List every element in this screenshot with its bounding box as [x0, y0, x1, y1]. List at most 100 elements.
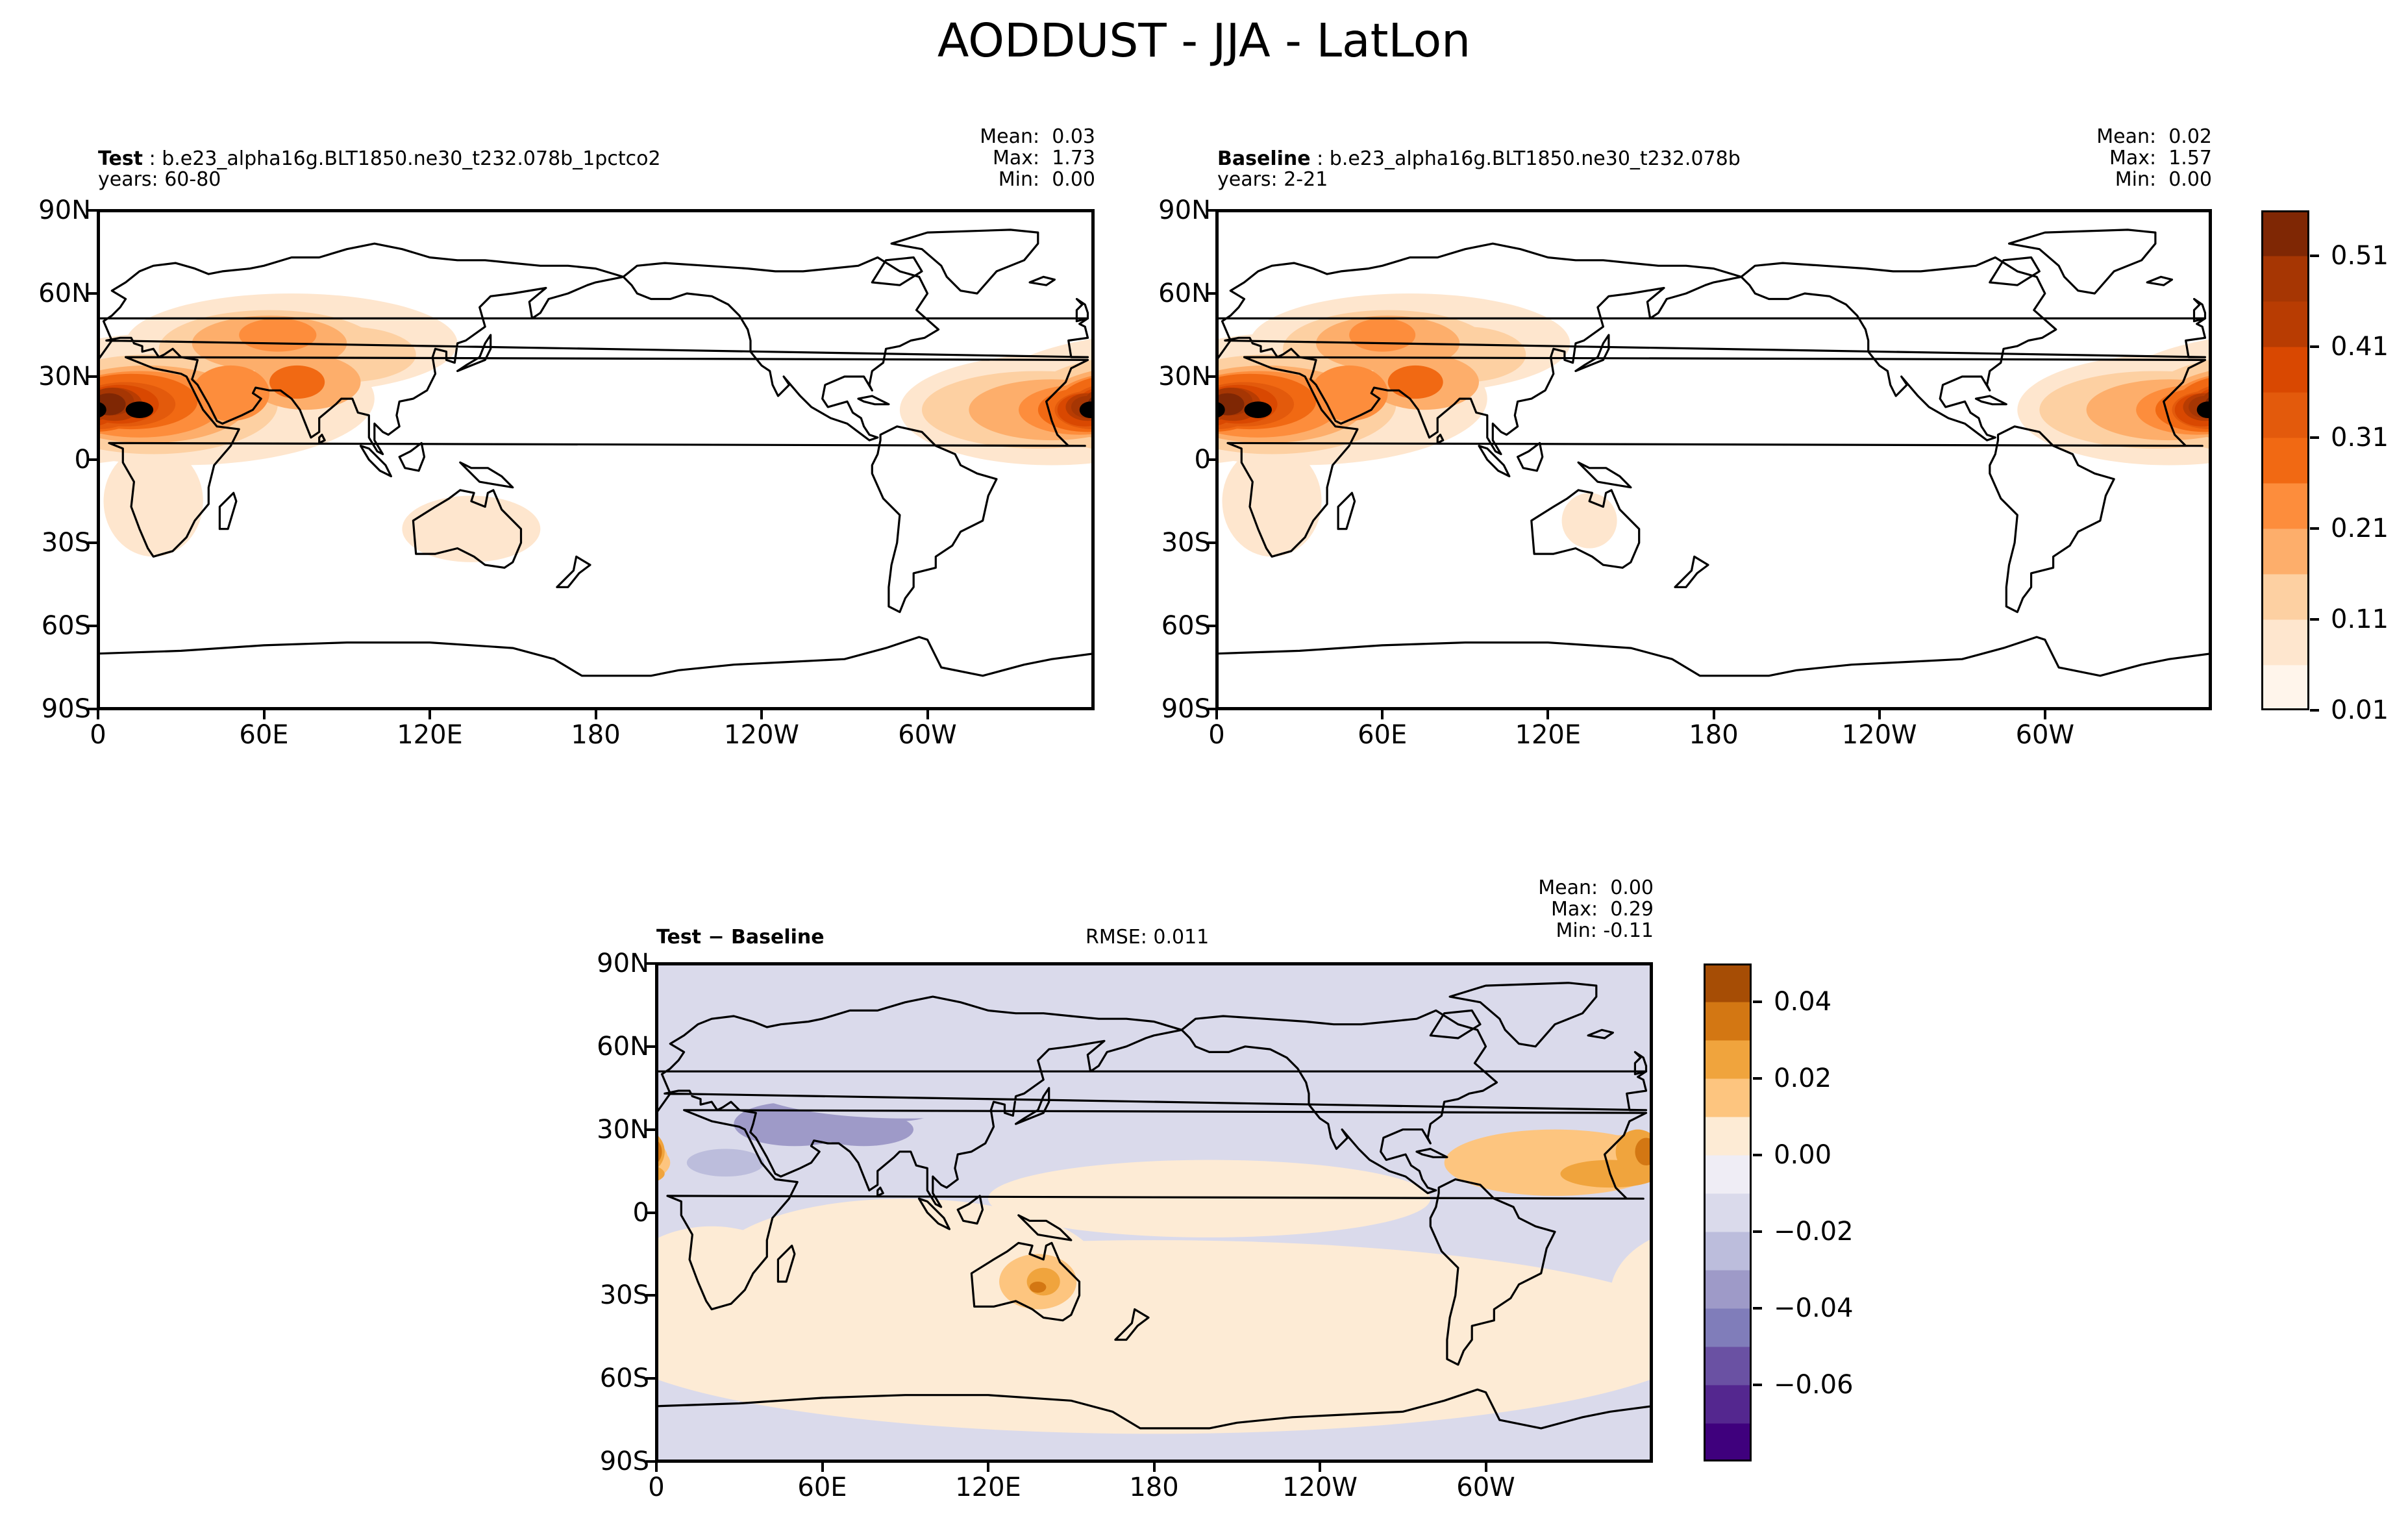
baseline-lon-axis-tick: 180 [1689, 720, 1739, 750]
colorbar-main-swatch-8 [2261, 301, 2309, 347]
coastline-antarctica [656, 1388, 1652, 1461]
baseline-lat-axis-tick: 90S [1161, 694, 1211, 724]
baseline-lat-axis-tick: 90N [1158, 195, 1211, 225]
colorbar-main-swatch-1 [2261, 619, 2309, 665]
coastline-sumatra [1478, 445, 1511, 478]
diff-lat-axis-tick: 90N [597, 949, 649, 978]
baseline-lat-axis-tick-mark [1208, 625, 1217, 627]
coastline-sri-lanka [1436, 434, 1445, 444]
diff-lon-axis-tick: 180 [1129, 1473, 1179, 1502]
diff-lon-axis-tick-mark [821, 1463, 824, 1472]
coastline-north-america [1180, 1009, 1498, 1195]
colorbar-diff-swatch-5 [1704, 1232, 1752, 1271]
colorbar-diff-swatch-3 [1704, 1308, 1752, 1347]
colorbar-diff-tick-label: 0.00 [1774, 1140, 1832, 1170]
colorbar-diff-swatch-2 [1704, 1347, 1752, 1386]
coastline-cuba [1974, 395, 2007, 406]
colorbar-diff-tick-mark [1753, 1077, 1762, 1080]
coastline-borneo [1517, 441, 1544, 472]
contour-fill-2-25 [1026, 1267, 1060, 1296]
colorbar-diff-swatch-7 [1704, 1155, 1752, 1194]
colorbar-diff-tick-mark [1753, 1307, 1762, 1310]
test-lon-axis-tick-mark [926, 710, 929, 719]
baseline-lat-axis-tick: 0 [1194, 445, 1211, 475]
coastline-australia [1530, 489, 1641, 569]
coastline-iceland [1587, 1028, 1615, 1039]
colorbar-diff [1704, 963, 1752, 1461]
diff-lon-axis-tick: 0 [648, 1473, 665, 1502]
test-lat-axis-tick: 90S [41, 694, 91, 724]
diff-lat-axis-tick-mark [646, 1377, 655, 1380]
coastline-baffin-island [1989, 256, 2041, 286]
colorbar-main-tick-mark [2310, 345, 2319, 348]
coastline-africa [108, 356, 1089, 558]
baseline-lon-axis-tick-mark [1215, 710, 1218, 719]
baseline-lon-axis-tick-mark [1381, 710, 1384, 719]
colorbar-diff-tick-label: −0.02 [1774, 1217, 1854, 1247]
coastline-africa [666, 1109, 1648, 1311]
contour-fill-2-26 [1635, 1137, 1652, 1166]
test-lon-axis-tick: 120E [397, 720, 463, 750]
contour-fill-1-15 [1310, 365, 1388, 421]
figure-title: AODDUST - JJA - LatLon [937, 14, 1471, 68]
colorbar-main-tick-label: 0.41 [2331, 332, 2389, 362]
coastline-great-britain [2192, 297, 2207, 323]
coastline-eurasia [1217, 242, 2207, 456]
colorbar-main-tick-mark [2310, 709, 2319, 712]
test-lon-axis-tick-mark [760, 710, 763, 719]
contour-fill-2-14 [739, 1041, 1071, 1119]
diff-lat-axis-tick: 0 [632, 1197, 649, 1228]
baseline-lon-axis-tick-mark [1546, 710, 1550, 719]
diff-map [656, 963, 1652, 1461]
baseline-max: Max: 1.57 [2109, 147, 2212, 169]
colorbar-main-tick-label: 0.21 [2331, 514, 2389, 543]
diff-lat-axis-tick-mark [646, 1294, 655, 1297]
test-lat-axis-tick-mark [88, 292, 97, 295]
diff-lon-axis-tick-mark [1319, 1463, 1321, 1472]
diff-max: Max: 0.29 [1551, 898, 1654, 921]
coastline-borneo [398, 441, 426, 472]
coastline-great-britain [1633, 1050, 1648, 1075]
baseline-lat-axis-tick-mark [1208, 209, 1217, 212]
coastline-new-guinea [459, 461, 514, 489]
coastline-eurasia [98, 242, 1089, 456]
colorbar-diff-tick-mark [1753, 1001, 1762, 1003]
coastline-new-guinea [1577, 461, 1632, 489]
test-max: Max: 1.73 [993, 147, 1095, 169]
baseline-lat-axis-tick-mark [1208, 708, 1217, 710]
baseline-lat-axis-tick: 60N [1158, 279, 1211, 308]
diff-lon-axis-tick: 60E [797, 1473, 847, 1502]
diff-lat-axis-tick: 90S [599, 1447, 649, 1476]
coastline-south-america [1429, 1178, 1556, 1366]
coastline-japan [1574, 334, 1610, 373]
colorbar-diff-swatch-9 [1704, 1078, 1752, 1117]
coastline-south-america [1989, 425, 2115, 614]
coastline-cuba [1415, 1147, 1448, 1158]
baseline-lon-axis-tick: 120W [1841, 720, 1917, 750]
baseline-lon-axis-tick: 120E [1515, 720, 1582, 750]
diff-lon-axis-tick-mark [655, 1463, 658, 1472]
colorbar-main-tick-label: 0.51 [2331, 241, 2389, 271]
contour-fill-0-30 [98, 401, 106, 418]
diff-lat-axis-tick: 60S [599, 1363, 649, 1394]
test-lat-axis-tick-mark [88, 541, 97, 544]
diff-lat-axis-tick: 30N [597, 1114, 649, 1145]
baseline-lon-axis-tick-mark [1712, 710, 1715, 719]
colorbar-main-tick-label: 0.11 [2331, 604, 2389, 634]
coastline-iceland [2146, 275, 2174, 286]
baseline-lon-axis-tick: 0 [1208, 720, 1225, 750]
diff-lon-axis-tick: 120E [955, 1473, 1021, 1502]
colorbar-main-swatch-4 [2261, 483, 2309, 529]
coastline-madagascar [776, 1245, 796, 1283]
coastline-greenland [1448, 982, 1598, 1048]
colorbar-diff-swatch-6 [1704, 1193, 1752, 1232]
colorbar-diff-tick-mark [1753, 1154, 1762, 1156]
colorbar-diff-swatch-4 [1704, 1270, 1752, 1309]
test-min: Min: 0.00 [998, 168, 1095, 191]
test-panel-label: Test : b.e23_alpha16g.BLT1850.ne30_t232.… [98, 147, 661, 170]
coastline-greenland [890, 229, 1039, 295]
colorbar-main-swatch-0 [2261, 665, 2309, 710]
baseline-mean: Mean: 0.02 [2096, 125, 2212, 148]
baseline-lon-axis-tick-mark [1878, 710, 1881, 719]
contour-fill-2-27 [1029, 1282, 1047, 1293]
